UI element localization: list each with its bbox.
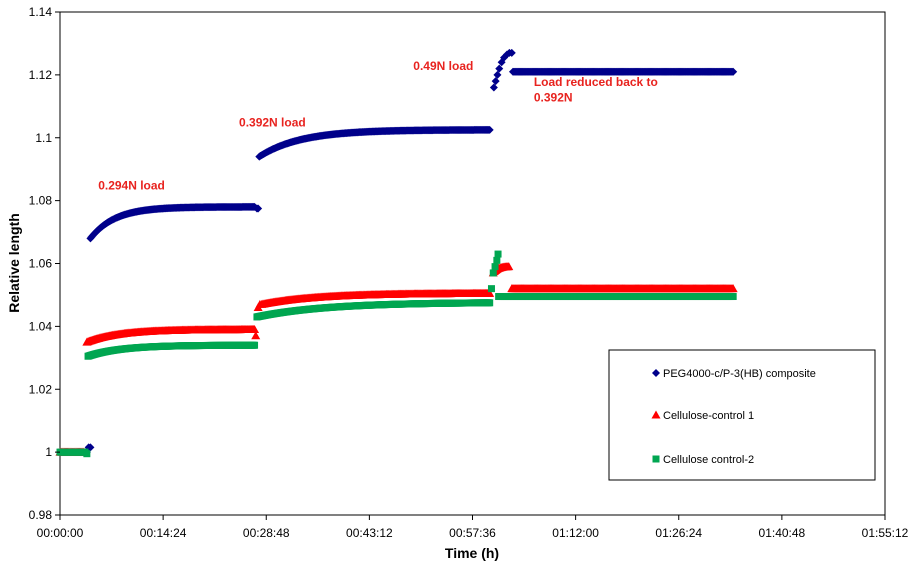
y-tick-label: 1.06: [29, 257, 53, 271]
data-point: [491, 263, 499, 271]
annotation-label: 0.392N load: [239, 116, 306, 130]
y-tick-label: 1.12: [29, 68, 53, 82]
data-point: [493, 256, 501, 264]
legend-label: Cellulose-control 1: [663, 410, 754, 422]
x-tick-label: 00:28:48: [243, 526, 290, 540]
legend-items: PEG4000-c/P-3(HB) composite Cellulose-con…: [651, 368, 816, 466]
legend-label: Cellulose control-2: [663, 454, 754, 466]
data-point: [485, 125, 494, 134]
data-point: [254, 204, 263, 213]
data-point: [487, 285, 495, 293]
data-point: [495, 64, 504, 73]
legend: PEG4000-c/P-3(HB) composite Cellulose-con…: [608, 349, 876, 481]
x-tick-label: 00:57:36: [449, 526, 496, 540]
data-point: [728, 284, 738, 293]
data-point: [729, 293, 737, 301]
x-tick-label: 00:43:12: [346, 526, 393, 540]
data-point: [507, 48, 516, 57]
x-axis-title: Time (h): [445, 545, 499, 561]
data-point: [251, 331, 261, 340]
series-2: [55, 262, 738, 456]
data-point: [83, 450, 91, 458]
legend-marker: [652, 369, 660, 377]
x-tick-label: 00:00:00: [37, 526, 84, 540]
y-tick-label: 1.08: [29, 194, 53, 208]
data-point: [486, 299, 494, 307]
data-point: [485, 288, 495, 297]
y-tick-label: 1: [45, 445, 52, 459]
x-tick-label: 01:12:00: [552, 526, 599, 540]
series-3: [56, 250, 737, 458]
data-point: [491, 77, 500, 86]
data-point: [489, 83, 498, 92]
legend-marker: [652, 455, 660, 463]
data-point: [504, 262, 514, 271]
x-axis-ticks: 00:00:00 00:14:24 00:28:48 00:43:12 00:57:36…: [37, 515, 909, 540]
y-tick-label: 1.02: [29, 382, 53, 396]
x-tick-label: 00:14:24: [140, 526, 187, 540]
x-tick-label: 01:55:12: [862, 526, 909, 540]
data-point: [493, 70, 502, 79]
data-point: [729, 67, 738, 76]
data-point: [250, 325, 260, 334]
annotation-label: Load reduced back to: [534, 75, 658, 89]
data-point: [494, 250, 502, 258]
data-point: [251, 341, 259, 349]
y-axis-ticks: 0.98 1 1.02 1.04 1.06 1.08 1.1 1.12 1.14: [29, 5, 60, 522]
x-tick-label: 01:40:48: [759, 526, 806, 540]
annotation-label: 0.49N load: [413, 59, 473, 73]
data-marks: [55, 48, 738, 458]
x-tick-label: 01:26:24: [655, 526, 702, 540]
y-tick-label: 1.04: [29, 319, 53, 333]
annotation-label: 0.392N: [534, 91, 573, 105]
legend-marker: [651, 410, 661, 419]
legend-label: PEG4000-c/P-3(HB) composite: [663, 368, 816, 380]
data-point: [489, 269, 497, 277]
annotation-label: 0.294N load: [98, 179, 165, 193]
y-axis-title: Relative length: [6, 213, 22, 313]
y-tick-label: 0.98: [29, 508, 53, 522]
y-tick-label: 1.1: [35, 131, 52, 145]
annotations: 0.294N load 0.392N load 0.49N load Load red…: [98, 59, 658, 192]
y-tick-label: 1.14: [29, 5, 53, 19]
